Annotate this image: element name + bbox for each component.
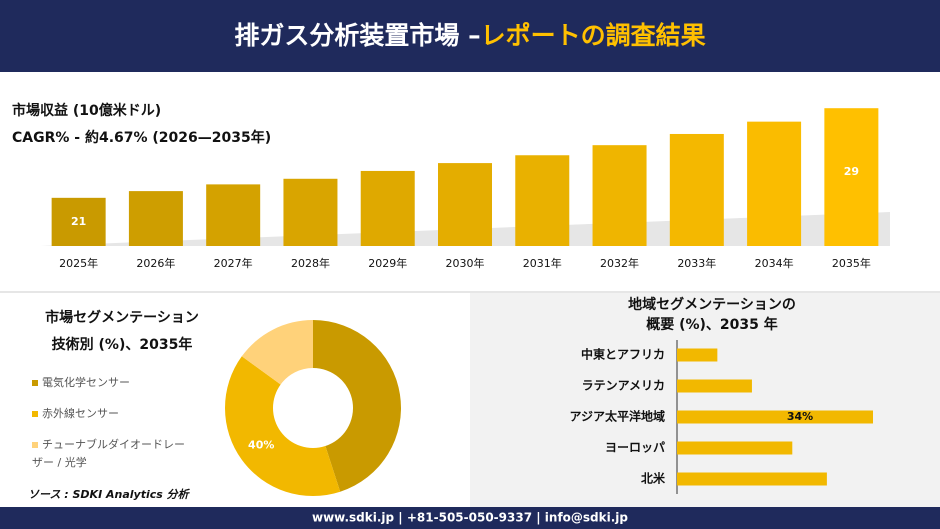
bar-subtitle: CAGR% - 約4.67% (2026—2035年) xyxy=(12,129,271,146)
x-tick-label: 2030年 xyxy=(446,256,485,270)
y-tick-label: 中東とアフリカ xyxy=(581,347,665,362)
region-panel xyxy=(470,293,940,507)
donut-title: 市場セグメンテーション xyxy=(45,309,199,326)
bar xyxy=(677,379,752,393)
bar xyxy=(592,145,647,246)
legend-swatch xyxy=(32,380,38,386)
bar-title: 市場収益 (10億米ドル) xyxy=(12,102,161,119)
x-tick-label: 2026年 xyxy=(136,256,175,270)
bar xyxy=(677,348,718,362)
value-label: 21 xyxy=(71,215,86,228)
x-tick-label: 2025年 xyxy=(59,256,98,270)
header-band xyxy=(0,0,940,72)
footer-band xyxy=(0,507,940,529)
x-tick-label: 2028年 xyxy=(291,256,330,270)
region-subtitle: 概要 (%)、2035 年 xyxy=(646,316,778,333)
x-tick-label: 2029年 xyxy=(368,256,407,270)
donut-slice xyxy=(241,320,313,385)
title-accent: レポートの調査結果 xyxy=(481,21,706,50)
footer: www.sdki.jp | +81-505-050-9337 | info@sd… xyxy=(312,511,628,525)
y-tick-label: アジア太平洋地域 xyxy=(569,409,665,424)
donut-slice xyxy=(225,356,341,496)
x-tick-label: 2031年 xyxy=(523,256,562,270)
legend-swatch xyxy=(32,411,38,417)
x-tick-label: 2035年 xyxy=(832,256,871,270)
x-tick-label: 2033年 xyxy=(677,256,716,270)
bar xyxy=(824,108,879,247)
bar xyxy=(128,191,183,246)
bar xyxy=(438,163,492,246)
legend-label: 赤外線センサー xyxy=(42,407,119,420)
x-tick-label: 2034年 xyxy=(755,256,794,270)
title-main: 排ガス分析装置市場 – xyxy=(234,21,480,50)
value-label: 34% xyxy=(787,410,813,423)
legend-label: 電気化学センサー xyxy=(42,376,130,389)
legend-item: 電気化学センサー xyxy=(32,374,192,392)
bar xyxy=(669,133,724,246)
bar xyxy=(206,184,261,246)
bar xyxy=(283,178,338,246)
donut-slice xyxy=(313,320,401,492)
legend-item: チューナブルダイオードレーザー / 光学 xyxy=(32,436,192,472)
value-label: 29 xyxy=(844,165,859,178)
legend-item: 赤外線センサー xyxy=(32,405,192,423)
bar xyxy=(515,155,570,246)
header-title: 排ガス分析装置市場 –レポートの調査結果 xyxy=(234,21,705,50)
source: ソース : SDKI Analytics 分析 xyxy=(28,488,191,501)
y-tick-label: 北米 xyxy=(641,471,666,486)
y-tick-label: ラテンアメリカ xyxy=(582,379,665,393)
legend-swatch xyxy=(32,442,38,448)
donut-subtitle: 技術別 (%)、2035年 xyxy=(52,336,193,353)
legend-label: チューナブルダイオードレーザー / 光学 xyxy=(32,438,185,469)
value-label: 40% xyxy=(248,439,274,452)
y-tick-label: ヨーロッパ xyxy=(605,441,665,455)
bar xyxy=(747,121,802,246)
bar xyxy=(677,410,873,424)
region-title: 地域セグメンテーションの xyxy=(628,296,796,313)
x-tick-label: 2027年 xyxy=(214,256,253,270)
bar xyxy=(677,472,827,486)
x-tick-label: 2032年 xyxy=(600,256,639,270)
bar xyxy=(677,441,793,455)
bar xyxy=(51,197,106,246)
bar xyxy=(360,170,415,246)
